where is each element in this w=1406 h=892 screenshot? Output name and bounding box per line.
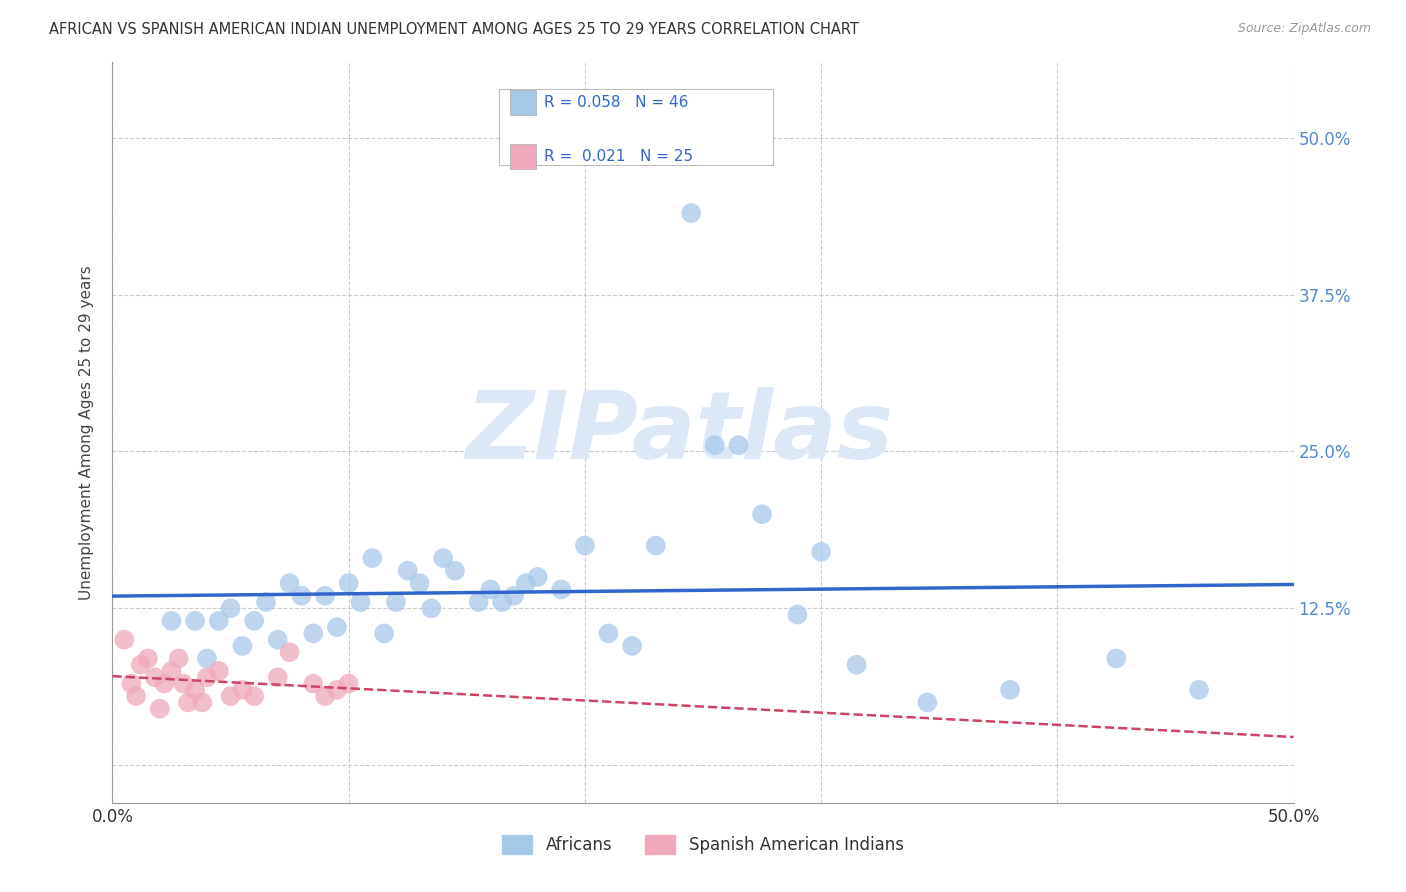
Point [267,632,290,647]
Point [184,614,207,628]
Point [396,564,419,578]
Point [681,206,703,220]
Point [326,682,349,697]
Point [526,570,548,584]
Point [125,689,148,703]
Point [278,645,301,659]
Point [1188,682,1211,697]
Point [998,682,1021,697]
Point [112,632,135,647]
Y-axis label: Unemployment Among Ages 25 to 29 years: Unemployment Among Ages 25 to 29 years [79,265,94,600]
Point [420,601,443,615]
Point [143,670,166,684]
Point [267,670,290,684]
Point [208,664,231,678]
Point [503,589,526,603]
Text: R =  0.021   N = 25: R = 0.021 N = 25 [544,149,693,163]
Point [160,614,183,628]
Point [598,626,620,640]
Point [290,589,312,603]
Point [1105,651,1128,665]
Point [195,651,218,665]
Point [231,639,253,653]
Point [231,682,253,697]
Point [120,676,142,690]
Point [184,682,207,697]
Point [845,657,868,672]
Point [703,438,725,452]
Point [491,595,513,609]
Point [550,582,572,597]
Point [644,539,666,553]
Point [515,576,537,591]
Point [917,695,939,709]
Point [574,539,596,553]
Point [373,626,395,640]
Point [314,589,336,603]
Point [479,582,502,597]
Point [208,614,231,628]
Text: AFRICAN VS SPANISH AMERICAN INDIAN UNEMPLOYMENT AMONG AGES 25 TO 29 YEARS CORREL: AFRICAN VS SPANISH AMERICAN INDIAN UNEMP… [49,22,859,37]
Point [254,595,277,609]
Point [149,701,172,715]
Text: ZIPatlas: ZIPatlas [465,386,893,479]
Point [337,576,360,591]
Point [361,551,384,566]
Point [467,595,489,609]
Point [172,676,194,690]
Point [278,576,301,591]
Point [153,676,176,690]
Point [195,670,218,684]
Point [302,676,325,690]
Point [326,620,349,634]
Point [727,438,749,452]
Point [167,651,190,665]
Point [302,626,325,640]
Point [191,695,214,709]
Point [136,651,159,665]
Point [432,551,454,566]
Point [177,695,200,709]
Point [219,689,242,703]
Text: Source: ZipAtlas.com: Source: ZipAtlas.com [1237,22,1371,36]
Legend: Africans, Spanish American Indians: Africans, Spanish American Indians [495,829,911,861]
Point [408,576,430,591]
Point [810,545,832,559]
Text: R = 0.058   N = 46: R = 0.058 N = 46 [544,95,689,110]
Point [385,595,408,609]
Point [621,639,644,653]
Point [751,507,773,521]
Point [219,601,242,615]
Point [160,664,183,678]
Point [243,689,266,703]
Point [349,595,371,609]
Point [337,676,360,690]
Point [786,607,808,622]
Point [129,657,152,672]
Point [243,614,266,628]
Point [444,564,467,578]
Point [314,689,336,703]
